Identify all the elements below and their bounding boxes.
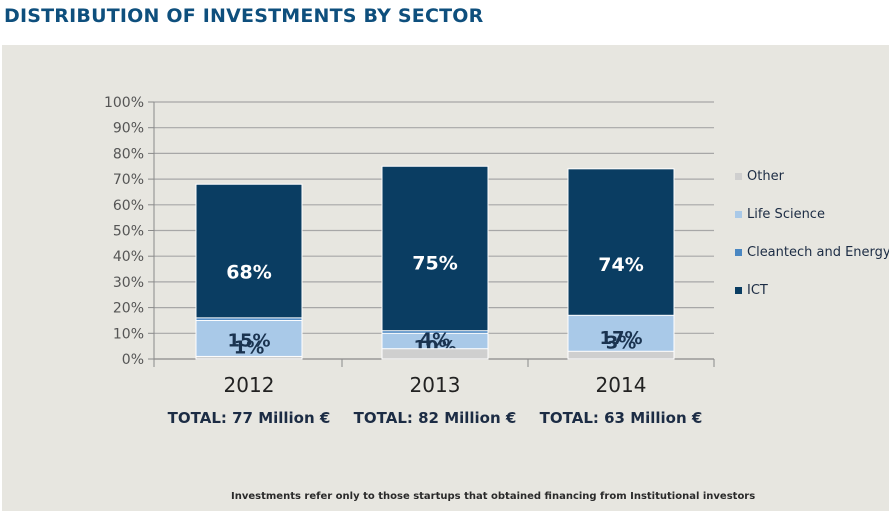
y-tick-label: 40% (113, 249, 144, 265)
y-tick-label: 50% (113, 224, 144, 240)
data-label: 1% (234, 337, 265, 358)
data-label: 68% (226, 262, 271, 284)
legend-label: ICT (747, 283, 768, 298)
bar-segment (195, 319, 303, 360)
legend-swatch (735, 173, 742, 180)
chart-panel: 0%10%20%30%40%50%60%70%80%90%100%68%16%1… (2, 45, 889, 511)
footnote: Investments refer only to those startups… (231, 491, 756, 502)
y-tick-label: 10% (113, 326, 144, 342)
stacked-bar-chart: 0%10%20%30%40%50%60%70%80%90%100%68%16%1… (104, 95, 889, 427)
y-tick-label: 90% (113, 121, 144, 137)
legend-label: Life Science (747, 207, 825, 222)
category-total: TOTAL: 63 Million € (540, 409, 703, 427)
y-tick-label: 80% (113, 146, 144, 162)
x-category-label: 2012 (224, 373, 275, 397)
data-label: 3% (606, 332, 637, 353)
data-label: 15% (227, 331, 270, 352)
page-title: DISTRIBUTION OF INVESTMENTS BY SECTOR (4, 5, 484, 27)
y-tick-label: 20% (113, 301, 144, 317)
data-label: 74% (598, 254, 643, 276)
bar-segment (381, 165, 489, 360)
category-total: TOTAL: 77 Million € (168, 409, 331, 427)
bar-segment (381, 348, 489, 360)
y-tick-label: 0% (122, 352, 144, 368)
legend-swatch (735, 211, 742, 218)
x-category-label: 2014 (596, 373, 647, 397)
legend-swatch (735, 287, 742, 294)
x-category-label: 2013 (410, 373, 461, 397)
data-label: 4% (420, 330, 451, 351)
category-total: TOTAL: 82 Million € (354, 409, 517, 427)
y-tick-label: 30% (113, 275, 144, 291)
bar-segment (567, 350, 675, 360)
data-label: 17% (599, 328, 642, 349)
legend-label: Cleantech and Energy (747, 245, 889, 260)
data-label: 75% (412, 253, 457, 275)
legend-swatch (735, 249, 742, 256)
y-tick-label: 100% (104, 95, 144, 111)
y-tick-label: 60% (113, 198, 144, 214)
bar-segment (195, 355, 303, 360)
legend-label: Other (747, 169, 785, 184)
y-tick-label: 70% (113, 172, 144, 188)
